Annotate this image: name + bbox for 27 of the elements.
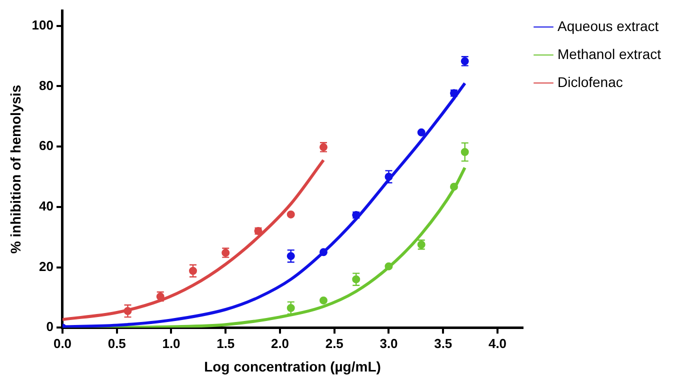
x-tick-label: 2.0 — [270, 336, 290, 351]
x-tick-label: 4.0 — [488, 336, 507, 351]
point — [319, 296, 328, 304]
x-tick-label: 3.0 — [380, 336, 398, 351]
point — [286, 210, 295, 218]
point — [319, 248, 328, 256]
x-axis-title: Log concentration (µg/mL) — [204, 358, 381, 374]
x-tick-label: 3.5 — [434, 336, 452, 351]
y-tick-label: 20 — [39, 258, 54, 274]
y-tick-label: 100 — [32, 17, 54, 32]
point — [384, 262, 393, 270]
x-tick-label: 0.5 — [108, 336, 126, 351]
legend-label: Aqueous extract — [558, 18, 659, 34]
y-tick-label: 80 — [39, 78, 54, 93]
y-tick-label: 40 — [39, 198, 54, 214]
y-tick-label: 60 — [39, 138, 54, 154]
line-series — [62, 158, 325, 321]
x-tick-label: 1.0 — [162, 336, 180, 351]
y-tick-label: 0 — [46, 319, 54, 334]
point — [450, 182, 458, 191]
x-tick-label: 0.0 — [53, 336, 72, 351]
x-tick-label: 2.5 — [325, 336, 344, 351]
legend-label: Methanol extract — [558, 46, 662, 62]
x-tick-label: 1.5 — [216, 336, 235, 351]
point — [417, 128, 426, 136]
y-axis-title: % inhibition of hemolysis — [7, 84, 24, 254]
legend-label: Diclofenac — [558, 74, 623, 90]
